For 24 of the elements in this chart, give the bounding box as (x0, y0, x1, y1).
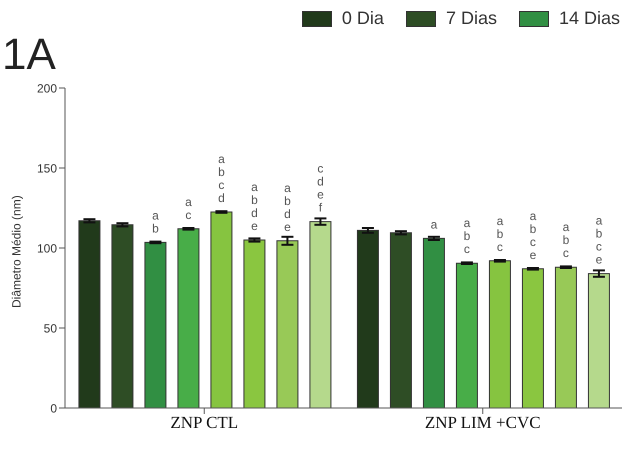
data-label: a c (185, 194, 192, 222)
legend-label: 0 Dia (342, 8, 384, 29)
data-label: c d e f (317, 162, 324, 215)
x-tick-label: ZNP CTL (170, 413, 238, 432)
data-label: a b c (464, 216, 471, 256)
data-label: a (430, 217, 438, 232)
data-label: a b c e (596, 214, 603, 267)
y-tick-label: 200 (36, 81, 58, 96)
y-tick-label: 50 (44, 321, 58, 336)
data-label: a b d e (284, 180, 292, 234)
data-label: a b c (562, 220, 570, 260)
data-label: a b d e (251, 180, 258, 233)
data-label: a b c (496, 214, 504, 254)
data-label: a b c e (530, 208, 537, 262)
legend-label: 7 Dias (446, 8, 497, 29)
chart-title: 1A (2, 30, 56, 80)
x-tick-label: ZNP LIM +CVC (424, 413, 541, 432)
y-tick-label: 0 (50, 401, 58, 416)
y-tick-label: 100 (36, 241, 58, 256)
y-axis-title: Diâmetro Médio (nm) (9, 195, 24, 308)
legend-label: 14 Dias (558, 8, 620, 29)
data-label: a b c d (218, 152, 226, 205)
data-label: a b (152, 208, 160, 236)
y-tick-label: 150 (36, 161, 58, 176)
